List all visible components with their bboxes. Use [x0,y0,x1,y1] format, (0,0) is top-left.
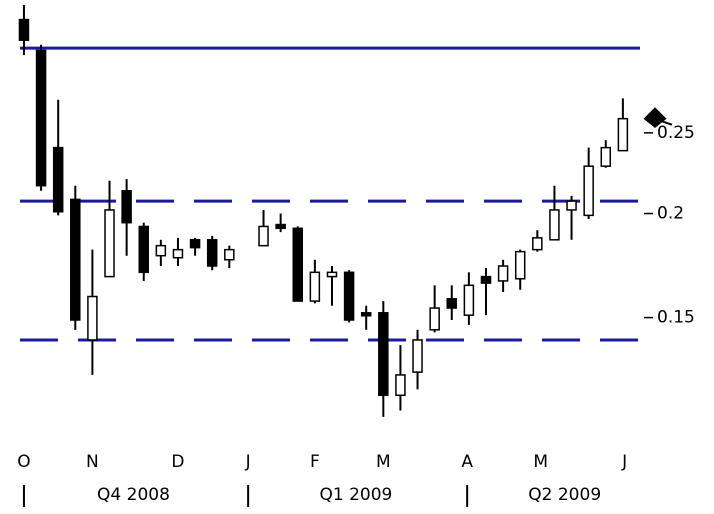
candle-body [583,165,594,217]
candle-body [70,198,81,321]
x-tick-label: J [621,452,627,472]
x-tick-label: M [376,452,391,472]
candle-body [326,271,338,278]
candle-body [87,295,98,341]
candle-body [412,339,423,373]
candle-body [121,190,132,224]
x-tick-label: J [245,452,251,472]
candle-body [52,146,64,213]
x-tick-label: A [461,452,473,472]
x-tick-label: N [86,452,99,472]
candle-body [224,248,235,261]
candle-body [378,312,389,397]
candle-body [446,298,458,309]
candle-body [617,117,629,152]
x-tick-label: M [533,452,548,472]
candle-body [258,225,269,247]
candle-body [549,209,560,241]
candle-body [343,271,355,321]
quarter-label: Q4 2008 [97,485,170,505]
candle-body [35,49,47,187]
quarter-label: Q2 2009 [528,485,601,505]
candle-body [138,225,149,274]
x-tick-label: O [17,452,30,472]
candle-body [600,146,612,167]
candle-body [206,239,218,267]
candle-body [292,227,304,302]
candle-body [172,248,184,259]
candle-body [18,18,30,41]
candle-body [155,244,167,257]
candle-body [463,284,475,316]
y-tick-label: 0.2 [657,204,684,224]
candle-body [309,271,321,302]
candle-body [480,275,492,284]
x-tick-label: D [171,452,184,472]
x-tick-label: F [310,452,320,472]
candle-body [275,223,286,230]
candle-body [360,312,372,317]
candle-body [189,239,201,249]
candle-body [532,237,543,251]
candle-body [566,200,577,211]
candle-body [395,374,406,397]
candle-body [429,307,440,331]
y-tick-label: 0.25 [657,123,695,143]
candle-body [104,209,115,278]
quarter-label: Q1 2009 [319,485,392,505]
last-price-marker [643,107,673,128]
candle-body [497,265,509,282]
candle-body [514,250,526,280]
y-tick-label: 0.15 [657,308,695,328]
